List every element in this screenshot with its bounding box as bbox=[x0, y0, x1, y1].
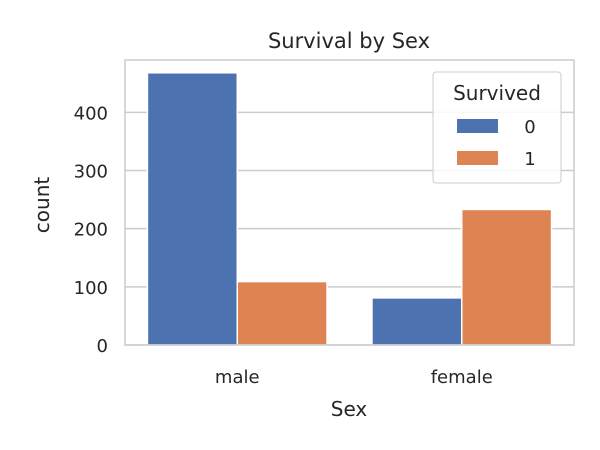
bar-male-survived-1 bbox=[236, 280, 328, 346]
chart-title: Survival by Sex bbox=[268, 29, 430, 53]
bar-female-survived-1 bbox=[461, 208, 553, 346]
y-tick-label: 200 bbox=[74, 220, 108, 241]
legend-label-1: 1 bbox=[524, 149, 535, 170]
plot-frame bbox=[124, 59, 575, 346]
y-axis-label: count bbox=[30, 177, 54, 234]
x-tick-label: male bbox=[215, 367, 260, 388]
legend-title: Survived bbox=[453, 81, 541, 105]
x-tick-label: female bbox=[431, 367, 493, 388]
y-tick-label: 400 bbox=[74, 103, 108, 124]
y-tick-label: 0 bbox=[97, 336, 108, 357]
bar-female-survived-0 bbox=[371, 297, 463, 346]
legend: Survived 0 1 bbox=[432, 71, 562, 184]
bars bbox=[146, 72, 553, 346]
legend-swatch-0 bbox=[457, 119, 498, 133]
legend-swatch-1 bbox=[457, 151, 498, 165]
y-tick-label: 300 bbox=[74, 162, 108, 183]
tick-labels: 0 100 200 300 400 male female bbox=[74, 103, 493, 388]
bar-male-survived-0 bbox=[146, 72, 238, 346]
y-tick-label: 100 bbox=[74, 278, 108, 299]
legend-label-0: 0 bbox=[524, 117, 535, 138]
x-axis-label: Sex bbox=[331, 397, 368, 421]
